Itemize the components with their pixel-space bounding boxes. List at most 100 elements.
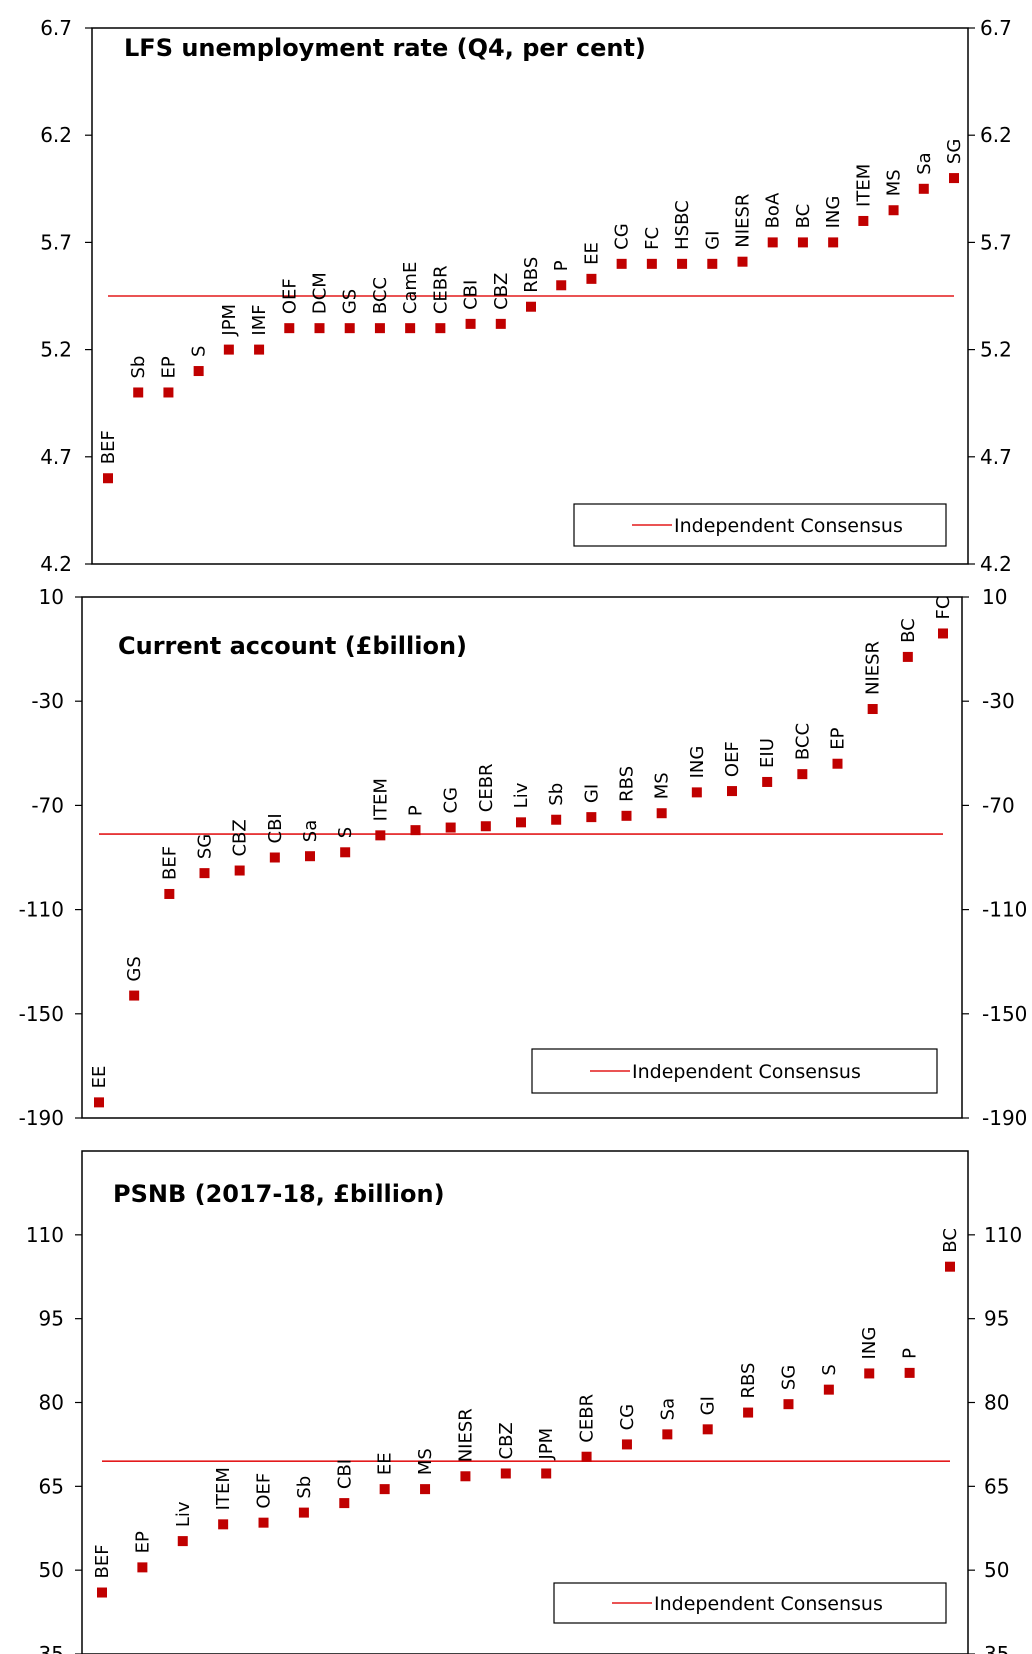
data-point <box>797 237 808 248</box>
data-point <box>616 258 627 269</box>
y-tick-label-right: 50 <box>984 1558 1009 1582</box>
point-label-oef: OEF <box>279 278 300 314</box>
data-point <box>137 1562 148 1573</box>
data-point <box>867 704 878 715</box>
y-tick-label-right: -190 <box>982 1106 1027 1130</box>
data-point <box>621 810 632 821</box>
point-label-ee: EE <box>375 1452 396 1475</box>
data-point <box>374 323 385 334</box>
y-tick-label-right: 65 <box>984 1474 1009 1498</box>
point-label-s: S <box>819 1364 840 1375</box>
data-point <box>410 825 421 836</box>
data-point <box>375 830 386 841</box>
data-point <box>797 769 808 780</box>
point-label-gi: GI <box>698 1396 719 1415</box>
point-label-item: ITEM <box>853 164 874 207</box>
y-tick-label-left: 6.2 <box>40 123 72 147</box>
point-label-cebr: CEBR <box>577 1394 598 1443</box>
chart-title: PSNB (2017-18, £billion) <box>113 1180 445 1208</box>
chart-2: -190 -190 -150 -150 -110 -110 -70 -70 -30 -30 10 10… <box>19 585 1028 1130</box>
point-label-boa: BoA <box>763 192 784 228</box>
point-label-p: P <box>406 805 427 816</box>
data-point <box>340 847 351 858</box>
point-label-hsbc: HSBC <box>672 200 693 250</box>
point-label-cbi: CBI <box>334 1459 355 1489</box>
point-label-sb: Sb <box>294 1476 315 1499</box>
data-point <box>556 280 567 291</box>
point-label-s: S <box>335 827 356 838</box>
point-label-oef: OEF <box>254 1473 275 1509</box>
y-tick-label-left: 10 <box>39 585 64 609</box>
data-point <box>495 318 506 329</box>
data-point <box>223 344 234 355</box>
point-label-ms: MS <box>652 772 673 799</box>
point-label-dcm: DCM <box>310 272 331 314</box>
point-label-came: CamE <box>400 262 421 315</box>
point-label-p: P <box>551 260 572 271</box>
point-label-sg: SG <box>778 1365 799 1390</box>
point-label-oef: OEF <box>722 741 743 777</box>
data-point <box>445 822 456 833</box>
legend: Independent Consensus <box>531 1048 938 1094</box>
point-label-cbz: CBZ <box>491 273 512 310</box>
data-point <box>305 851 315 862</box>
chart-title: Current account (£billion) <box>118 632 467 660</box>
data-point <box>762 776 773 787</box>
data-point <box>677 258 688 269</box>
chart-title: LFS unemployment rate (Q4, per cent) <box>124 34 646 62</box>
y-tick-label-left: -110 <box>19 898 64 922</box>
point-label-item: ITEM <box>213 1467 234 1510</box>
point-label-rbs: RBS <box>738 1363 759 1399</box>
data-point <box>269 852 280 863</box>
y-tick-label-right: 95 <box>984 1307 1009 1331</box>
point-label-bcc: BCC <box>370 277 391 314</box>
point-label-bc: BC <box>940 1228 961 1253</box>
chart-1: 4.2 4.2 4.7 4.7 5.2 5.2 5.7 5.7 6.2 6.2 6.7 6.7 LFS … <box>40 16 1012 576</box>
y-tick-label-right: -70 <box>982 793 1015 817</box>
data-point <box>888 205 899 216</box>
data-point <box>420 1484 431 1495</box>
data-point <box>864 1368 875 1379</box>
y-tick-label-left: 4.2 <box>40 552 72 576</box>
point-label-cebr: CEBR <box>476 763 497 812</box>
data-point <box>465 318 476 329</box>
y-tick-label-right: 35 <box>984 1642 1009 1654</box>
data-point <box>707 258 718 269</box>
data-point <box>133 387 144 398</box>
data-point <box>97 1587 107 1598</box>
point-label-bef: BEF <box>159 846 180 880</box>
data-point <box>586 812 597 823</box>
y-tick-label-left: 65 <box>39 1474 64 1498</box>
data-point <box>284 323 295 334</box>
point-label-ms: MS <box>884 169 905 196</box>
data-point <box>199 868 210 879</box>
y-tick-label-right: 6.2 <box>980 123 1012 147</box>
y-tick-label-left: -150 <box>19 1002 64 1026</box>
y-tick-label-left: 5.7 <box>40 230 72 254</box>
point-label-cebr: CEBR <box>430 265 451 314</box>
data-point <box>164 888 175 899</box>
point-label-ep: EP <box>158 356 179 378</box>
data-point <box>500 1468 511 1479</box>
point-label-bc: BC <box>793 204 814 229</box>
y-tick-label-right: 6.7 <box>980 16 1012 40</box>
data-point <box>945 1261 955 1272</box>
y-tick-label-left: -190 <box>19 1106 64 1130</box>
data-point <box>218 1519 229 1530</box>
y-tick-label-right: 4.7 <box>980 445 1012 469</box>
y-tick-label-right: 5.2 <box>980 338 1012 362</box>
point-label-ep: EP <box>828 727 849 749</box>
y-tick-label-left: 5.2 <box>40 338 72 362</box>
data-point <box>177 1536 188 1547</box>
data-point <box>526 301 536 312</box>
point-label-niesr: NIESR <box>733 194 754 248</box>
data-point <box>480 821 491 832</box>
point-label-sb: Sb <box>546 783 567 806</box>
data-point <box>702 1424 713 1435</box>
point-label-jpm: JPM <box>219 304 240 337</box>
data-point <box>823 1384 834 1395</box>
y-tick-label-right: 110 <box>984 1223 1022 1247</box>
data-point <box>258 1517 269 1528</box>
point-label-jpm: JPM <box>536 1428 557 1461</box>
